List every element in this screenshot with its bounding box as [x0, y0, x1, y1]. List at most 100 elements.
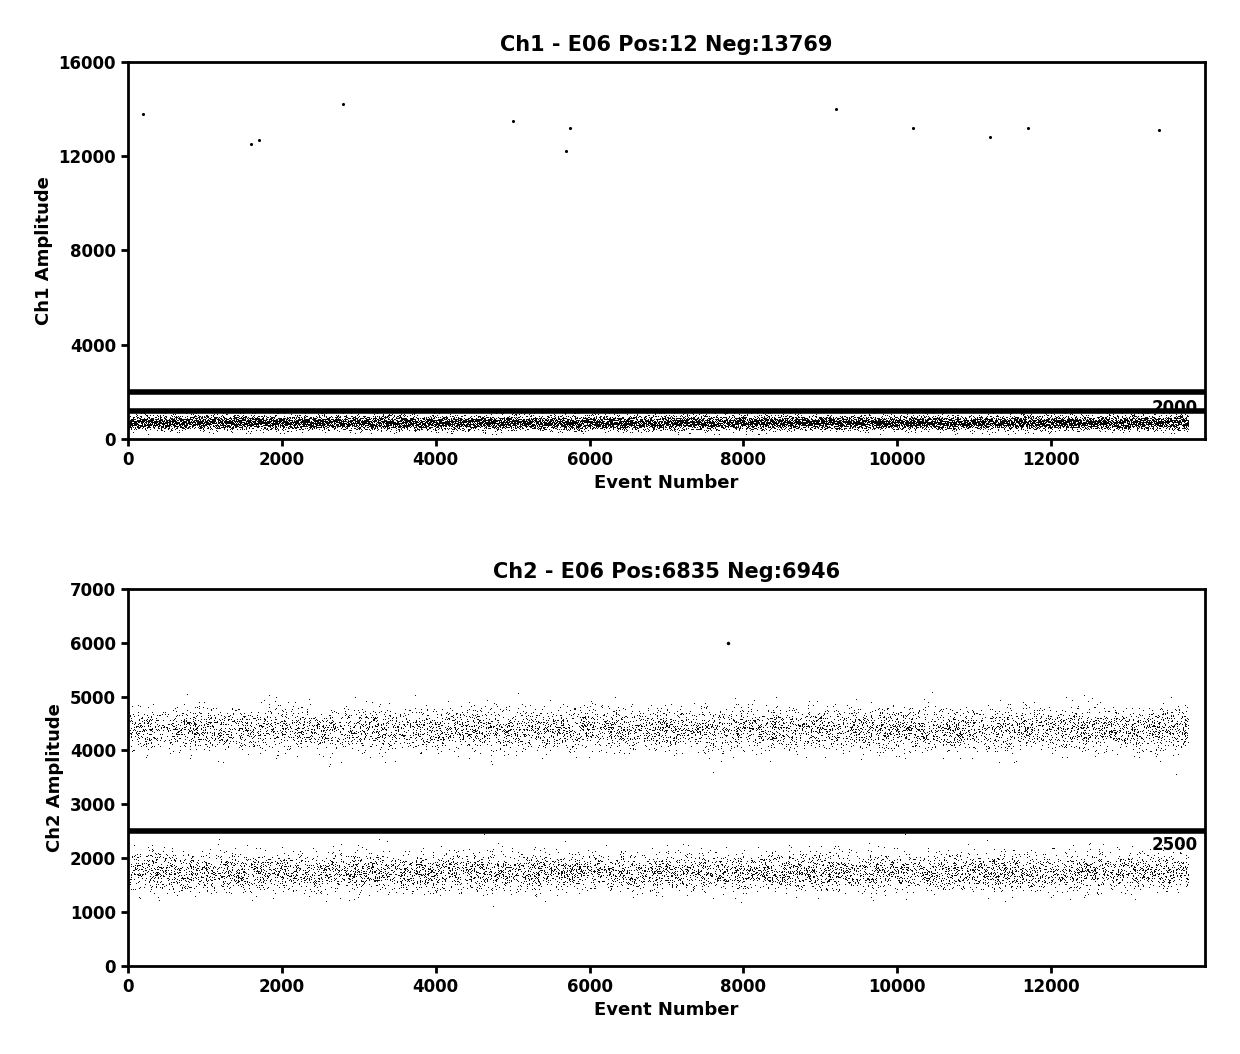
Point: [531, 414, 551, 431]
Point: [1042, 840, 1061, 857]
Point: [429, 856, 449, 873]
Point: [559, 723, 579, 740]
Point: [758, 703, 777, 720]
Point: [919, 864, 939, 881]
Point: [1017, 414, 1037, 431]
Point: [878, 713, 898, 729]
Point: [370, 862, 389, 879]
Point: [175, 419, 195, 436]
Point: [986, 411, 1006, 428]
Point: [1038, 736, 1058, 753]
Point: [615, 415, 635, 432]
Point: [1153, 415, 1173, 432]
Point: [594, 706, 614, 723]
Point: [491, 411, 511, 428]
Point: [195, 411, 215, 428]
Point: [408, 856, 428, 873]
Point: [790, 413, 810, 430]
Point: [1142, 873, 1162, 890]
Point: [723, 413, 743, 430]
Point: [642, 415, 662, 432]
Point: [439, 881, 459, 898]
Point: [591, 698, 611, 715]
Point: [603, 860, 622, 877]
Point: [543, 708, 563, 725]
Point: [653, 713, 673, 729]
Point: [769, 713, 789, 729]
Point: [1164, 417, 1184, 434]
Point: [267, 423, 286, 440]
Point: [224, 867, 244, 884]
Point: [310, 415, 330, 432]
Point: [175, 410, 195, 427]
Point: [589, 723, 609, 740]
Point: [476, 858, 496, 875]
Point: [414, 414, 434, 431]
Point: [1069, 866, 1089, 883]
Point: [356, 724, 376, 741]
Point: [655, 416, 675, 433]
Point: [169, 872, 188, 889]
Point: [1017, 721, 1037, 738]
Point: [954, 414, 973, 431]
Point: [605, 725, 625, 742]
Point: [857, 414, 877, 431]
Point: [262, 704, 281, 721]
Point: [720, 414, 740, 431]
Point: [950, 736, 970, 753]
Point: [346, 705, 366, 722]
Point: [241, 415, 260, 432]
Point: [389, 414, 409, 431]
Point: [971, 411, 991, 428]
Point: [848, 703, 868, 720]
Point: [632, 879, 652, 896]
Point: [521, 411, 541, 428]
Point: [776, 407, 796, 424]
Point: [658, 870, 678, 886]
Point: [636, 423, 656, 440]
Point: [274, 864, 294, 881]
Point: [533, 419, 553, 436]
Point: [846, 726, 866, 743]
Point: [330, 716, 350, 733]
Point: [945, 415, 965, 432]
Point: [325, 415, 345, 432]
Point: [351, 725, 371, 742]
Point: [522, 418, 542, 435]
Point: [994, 857, 1014, 874]
Point: [140, 416, 160, 433]
Point: [449, 726, 469, 743]
Point: [181, 865, 201, 882]
Point: [422, 731, 441, 748]
Point: [766, 697, 786, 714]
Point: [693, 882, 713, 899]
Point: [244, 412, 264, 429]
Point: [309, 716, 329, 733]
Point: [1163, 408, 1183, 425]
Point: [728, 415, 748, 432]
Point: [816, 870, 836, 886]
Point: [560, 741, 580, 758]
Point: [780, 718, 800, 735]
Point: [717, 410, 737, 427]
Point: [327, 875, 347, 892]
Point: [808, 856, 828, 873]
Point: [1001, 875, 1021, 892]
Point: [1049, 409, 1069, 426]
Point: [1034, 713, 1054, 729]
Point: [900, 412, 920, 429]
Point: [673, 726, 693, 743]
Point: [316, 415, 336, 432]
Point: [432, 709, 451, 726]
Point: [1025, 866, 1045, 883]
Point: [590, 415, 610, 432]
Point: [319, 858, 339, 875]
Point: [779, 708, 799, 725]
Point: [774, 412, 794, 429]
Point: [627, 727, 647, 744]
Point: [861, 720, 880, 737]
Point: [701, 415, 720, 432]
Point: [332, 412, 352, 429]
Point: [408, 409, 428, 426]
Point: [616, 412, 636, 429]
